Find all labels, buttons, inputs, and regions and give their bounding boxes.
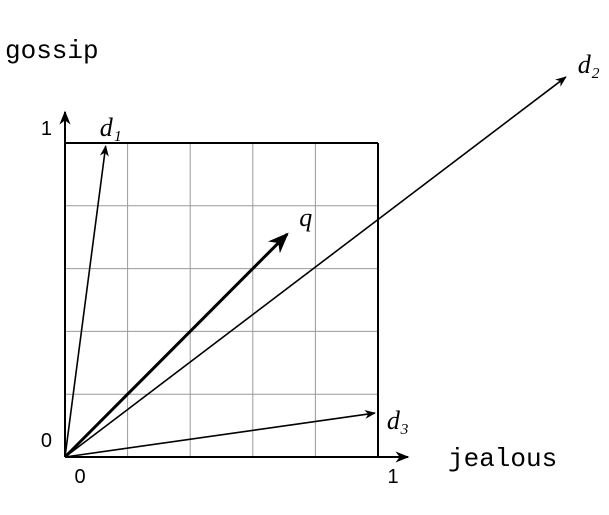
x-tick-label: 1: [387, 466, 398, 488]
vector: [64, 145, 109, 458]
vector-label: q: [299, 203, 312, 232]
vector: [64, 76, 567, 458]
y-tick-label: 0: [41, 430, 52, 452]
vector-label: d₃: [387, 406, 409, 435]
x-axis-label: jealous: [448, 444, 557, 474]
frame: [59, 110, 410, 463]
vector: [64, 410, 376, 458]
vector-label: d₂: [578, 50, 600, 79]
y-axis-label: gossip: [5, 36, 99, 66]
vector-label: d₁: [100, 113, 122, 142]
vector: [63, 232, 289, 459]
grid: [65, 143, 378, 457]
y-tick-label: 1: [41, 118, 52, 140]
x-tick-label: 0: [74, 466, 85, 488]
